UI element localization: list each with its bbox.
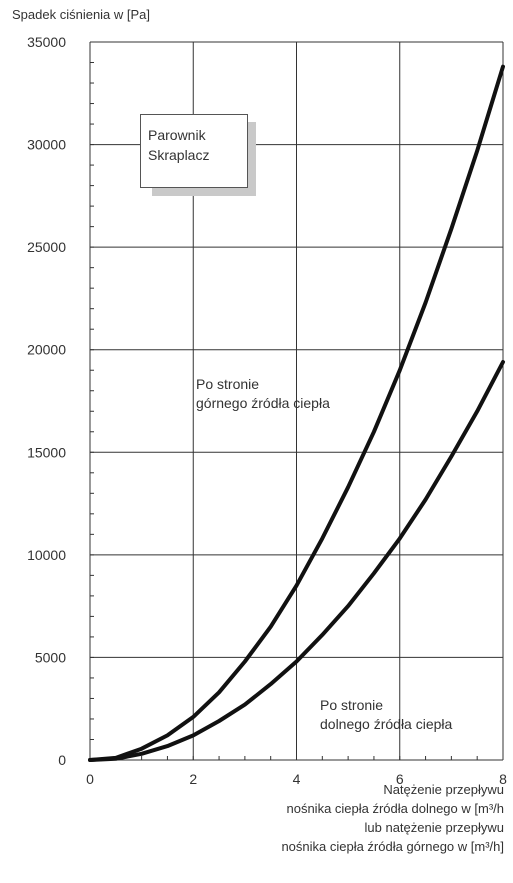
legend: Parownik Skraplacz: [140, 114, 248, 188]
series-line-1: [88, 360, 505, 762]
legend-entry-skraplacz: Skraplacz: [148, 147, 210, 163]
y-tick-label: 10000: [27, 547, 66, 563]
y-tick-label: 15000: [27, 444, 66, 460]
y-tick-label: 30000: [27, 137, 66, 153]
x-axis-label-line2: nośnika ciepła źródła dolnego w [m³/h: [286, 801, 504, 816]
series-label-gorne-line2: górnego źródła ciepła: [196, 395, 330, 411]
x-axis-label-line4: nośnika ciepła źródła górnego w [m³/h]: [281, 839, 504, 854]
y-tick-label: 5000: [35, 649, 66, 665]
series-label-gorne: Po stronie górnego źródła ciepła: [196, 375, 330, 413]
series-label-dolne: Po stronie dolnego źródła ciepła: [320, 696, 452, 734]
y-tick-label: 25000: [27, 239, 66, 255]
series-label-dolne-line1: Po stronie: [320, 697, 384, 713]
x-tick-label: 4: [293, 771, 301, 787]
x-axis-label-line1: Natężenie przepływu: [383, 782, 504, 797]
series-label-gorne-line1: Po stronie: [196, 376, 260, 392]
y-tick-label: 20000: [27, 342, 66, 358]
grid: [89, 41, 504, 761]
x-tick-labels: 0 2 4 6 8: [86, 771, 507, 787]
x-tick-label: 2: [189, 771, 197, 787]
y-tick-label: 0: [58, 752, 66, 768]
y-axis-label: Spadek ciśnienia w [Pa]: [12, 7, 151, 22]
series-label-dolne-line2: dolnego źródła ciepła: [320, 716, 453, 732]
x-tick-label: 0: [86, 771, 94, 787]
series-line-0: [88, 64, 505, 762]
x-axis-label-line3: lub natężenie przepływu: [364, 820, 504, 835]
y-tick-labels: 0 5000 10000 15000 20000 25000 30000 35000: [27, 34, 66, 768]
x-tick-label: 6: [396, 771, 404, 787]
x-tick-label: 8: [499, 771, 507, 787]
y-tick-label: 35000: [27, 34, 66, 50]
x-axis-label: Natężenie przepływu nośnika ciepła źródł…: [281, 780, 504, 856]
legend-entry-parownik: Parownik: [148, 127, 206, 143]
series-lines: [88, 64, 505, 762]
